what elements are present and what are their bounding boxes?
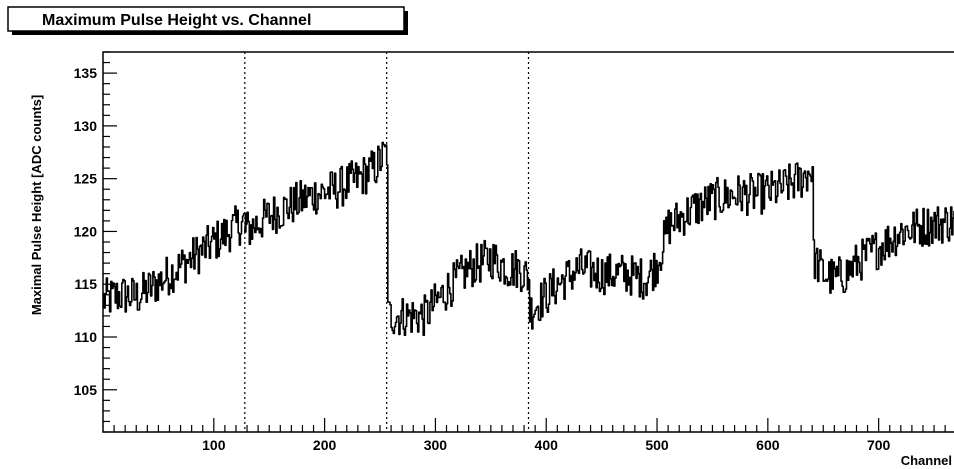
x-tick-label: 200 — [313, 437, 337, 453]
x-tick-label: 700 — [867, 437, 891, 453]
y-axis-title: Maximal Pulse Height [ADC counts] — [29, 95, 44, 315]
x-tick-label: 100 — [202, 437, 226, 453]
x-axis-title: Channel — [901, 453, 952, 468]
y-tick-label: 135 — [74, 65, 98, 81]
y-tick-label: 130 — [74, 118, 98, 134]
y-tick-label: 105 — [74, 382, 98, 398]
x-tick-label: 300 — [424, 437, 448, 453]
y-tick-label: 125 — [74, 171, 98, 187]
x-tick-label: 400 — [535, 437, 559, 453]
y-tick-label: 120 — [74, 223, 98, 239]
chart-title: Maximum Pulse Height vs. Channel — [42, 12, 311, 29]
plot-area: 105 110 115 120 125 130 135 100 200 300 400 500 600 7… — [74, 51, 954, 453]
data-series-line — [103, 141, 954, 336]
title-box: Maximum Pulse Height vs. Channel — [7, 6, 408, 35]
x-tick-label: 500 — [645, 437, 669, 453]
y-tick-label: 115 — [74, 276, 97, 292]
y-tick-label: 110 — [74, 329, 97, 345]
x-tick-label: 600 — [756, 437, 780, 453]
